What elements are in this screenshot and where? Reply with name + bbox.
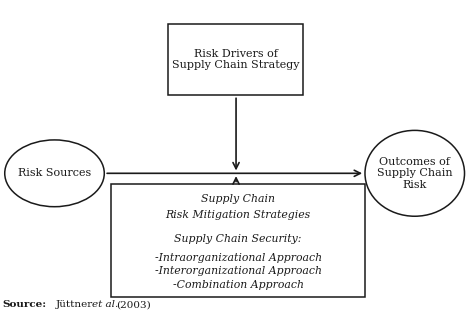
FancyBboxPatch shape — [168, 24, 303, 95]
FancyBboxPatch shape — [111, 184, 365, 297]
Text: Source:: Source: — [2, 300, 46, 309]
Ellipse shape — [5, 140, 104, 207]
Text: Supply Chain Security:: Supply Chain Security: — [174, 234, 302, 244]
Text: et al.: et al. — [92, 300, 118, 309]
Text: Jüttner: Jüttner — [56, 300, 93, 309]
Text: -Combination Approach: -Combination Approach — [173, 280, 304, 290]
Text: Risk Sources: Risk Sources — [18, 168, 91, 178]
Text: (2003): (2003) — [116, 300, 151, 309]
Ellipse shape — [365, 130, 465, 216]
Text: Risk Drivers of
Supply Chain Strategy: Risk Drivers of Supply Chain Strategy — [172, 49, 300, 70]
Text: Outcomes of
Supply Chain
Risk: Outcomes of Supply Chain Risk — [377, 157, 453, 190]
Text: Supply Chain: Supply Chain — [201, 194, 275, 204]
Text: -Interorganizational Approach: -Interorganizational Approach — [155, 266, 322, 276]
Text: -Intraorganizational Approach: -Intraorganizational Approach — [155, 253, 322, 263]
Text: Risk Mitigation Strategies: Risk Mitigation Strategies — [165, 210, 311, 220]
